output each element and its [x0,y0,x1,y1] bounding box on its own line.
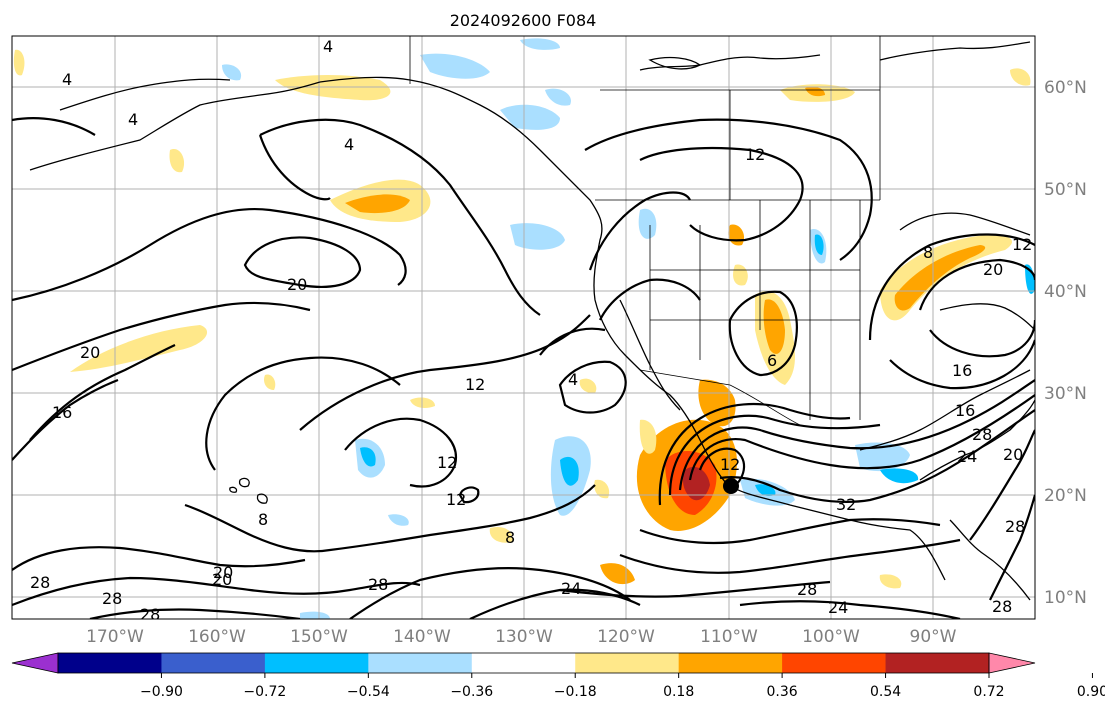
contour-label: 4 [568,370,578,389]
contour-label: 16 [955,401,975,420]
colorbar-frame [57,652,990,674]
shaded-anomaly-fields [13,38,1035,619]
contour-label: 12 [465,375,485,394]
lon-label: 130°W [495,627,553,647]
lon-label: 120°W [597,627,655,647]
colorbar-tick-labels: −0.90 −0.72 −0.54 −0.36 −0.18 0.18 0.36 0.54 0.7… [140,673,1105,700]
colorbar-segment [368,653,473,673]
map-title: 2024092600 F084 [450,11,597,30]
contour-label: 28 [102,589,122,608]
contour-label: 12 [1012,235,1032,254]
contour-label: 20 [213,563,233,582]
contour-label: 4 [323,37,333,56]
contour-label: 20 [1003,445,1023,464]
lat-label: 10°N [1044,588,1087,608]
contour-label: 28 [972,425,992,444]
colorbar-segment [678,653,783,673]
latitude-labels: 60°N 50°N 40°N 30°N 20°N 10°N [1044,78,1087,608]
contour-label: 24 [957,447,977,466]
contour-label: 20 [287,275,307,294]
contour-label: 28 [368,575,388,594]
contour-label: 4 [344,135,354,154]
contour-label: 32 [836,495,856,514]
contour-lines [12,117,1035,619]
colorbar-tick-label: 0.54 [870,684,901,700]
map-frame [11,35,1036,620]
contour-label: 20 [212,570,232,589]
contour-label: 28 [797,580,817,599]
colorbar-tick-label: 0.36 [767,684,798,700]
contour-label: 12 [437,453,457,472]
colorbar-tick-label: 0.18 [663,684,694,700]
map-panel: 4 4 4 4 12 20 20 20 12 16 12 8 8 12 6 4 … [12,36,1035,624]
contour-label: 20 [983,260,1003,279]
lat-label: 20°N [1044,486,1087,506]
colorbar-extend-low [11,652,59,674]
colorbar-tick-label: −0.90 [140,684,183,700]
colorbar-tick-label: −0.54 [347,684,390,700]
colorbar-tick-label: −0.36 [450,684,493,700]
contour-label: 12 [720,455,740,474]
contour-label: 8 [258,510,268,529]
contour-label: 4 [62,70,72,89]
colorbar-tick-label: 0.90 [1077,684,1105,700]
colorbar [11,652,1036,674]
lon-label: 150°W [290,627,348,647]
contour-label: 28 [992,597,1012,616]
contour-label: 24 [561,579,581,598]
contour-label: 16 [52,403,72,422]
contour-label: 20 [80,343,100,362]
colorbar-segment [161,653,266,673]
colorbar-extend-high [988,652,1036,674]
contour-label: 28 [1005,517,1025,536]
contour-label: 28 [30,573,50,592]
colorbar-segment [471,653,576,673]
lat-label: 40°N [1044,282,1087,302]
colorbar-tick-label: 0.72 [973,684,1004,700]
political-borders [409,36,881,426]
colorbar-tick-label: −0.72 [243,684,286,700]
contour-label: 8 [505,528,515,547]
colorbar-segment [58,653,162,673]
longitude-labels: 170°W 160°W 150°W 140°W 130°W 120°W 110°… [86,627,957,647]
storm-center-marker [723,478,739,494]
colorbar-segment [885,653,990,673]
colorbar-tick-label: −0.18 [554,684,597,700]
lat-label: 30°N [1044,384,1087,404]
lon-label: 170°W [86,627,144,647]
contour-label: 16 [952,361,972,380]
contour-label: 28 [140,605,160,624]
contour-label: 12 [745,145,765,164]
colorbar-segment [782,653,887,673]
lon-label: 100°W [802,627,860,647]
lon-label: 110°W [700,627,758,647]
colorbar-segment [264,653,369,673]
lon-label: 90°W [910,627,957,647]
lon-label: 140°W [393,627,451,647]
lon-label: 160°W [188,627,246,647]
lat-label: 60°N [1044,78,1087,98]
contour-label-layer: 4 4 4 4 12 20 20 20 12 16 12 8 8 12 6 4 … [30,37,1032,624]
lat-label: 50°N [1044,180,1087,200]
contour-label: 12 [446,490,466,509]
contour-label: 4 [128,110,138,129]
contour-label: 24 [828,598,848,617]
contour-label: 6 [767,351,777,370]
colorbar-segment [575,653,680,673]
contour-label: 8 [923,243,933,262]
